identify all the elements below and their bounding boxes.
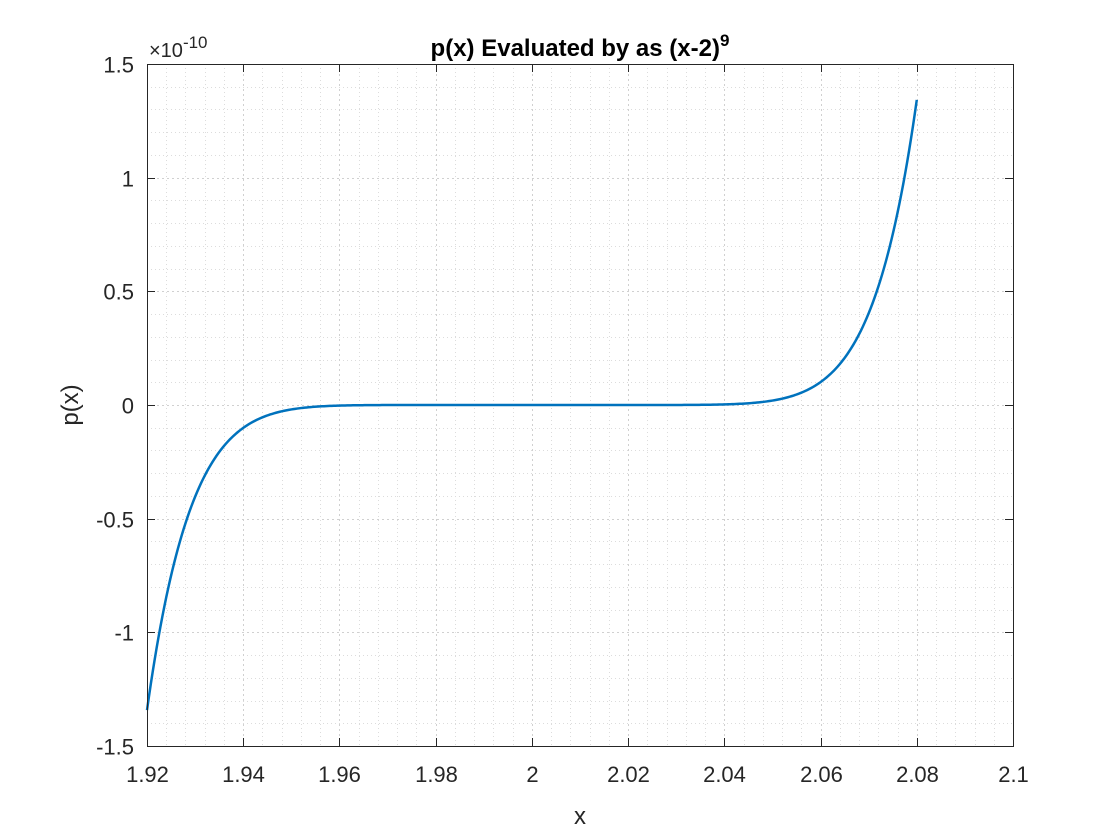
chart-title-superscript: 9 — [720, 31, 729, 50]
x-tick-label: 2.1 — [998, 762, 1029, 787]
y-tick-label: 1.5 — [103, 53, 134, 78]
x-tick-label: 1.94 — [222, 762, 265, 787]
x-axis-ticks: 1.92 1.94 1.96 1.98 2 2.02 2.04 2.06 2.08 2.1 — [126, 64, 1029, 787]
series-line — [145, 99, 919, 711]
y-tick-label: 0.5 — [103, 280, 134, 305]
x-tick-label: 2.08 — [896, 762, 939, 787]
x-tick-label: 1.98 — [415, 762, 458, 787]
y-tick-label: -1.5 — [96, 735, 134, 760]
x-axis-label: x — [574, 803, 586, 830]
chart-title: p(x) Evaluated by as (x-2)9 — [431, 31, 730, 62]
x-tick-label: 2.02 — [607, 762, 650, 787]
x-tick-label: 2.04 — [703, 762, 746, 787]
x-tick-label: 1.92 — [126, 762, 169, 787]
x-tick-label: 1.96 — [318, 762, 361, 787]
y-tick-label: 1 — [122, 167, 134, 192]
y-exponent-prefix: ×10 — [149, 40, 183, 62]
x-tick-label: 2.06 — [800, 762, 843, 787]
chart-title-text: p(x) Evaluated by as (x-2) — [431, 35, 720, 62]
y-tick-label: -0.5 — [96, 508, 134, 533]
y-tick-label: 0 — [122, 394, 134, 419]
y-exponent-power: -10 — [183, 33, 208, 52]
y-tick-label: -1 — [114, 621, 134, 646]
y-axis-exponent: ×10-10 — [149, 33, 208, 62]
y-axis-label: p(x) — [57, 384, 84, 425]
y-axis-ticks: 1.5 1 0.5 0 -0.5 -1 -1.5 — [96, 53, 1013, 760]
x-tick-label: 2 — [526, 762, 538, 787]
